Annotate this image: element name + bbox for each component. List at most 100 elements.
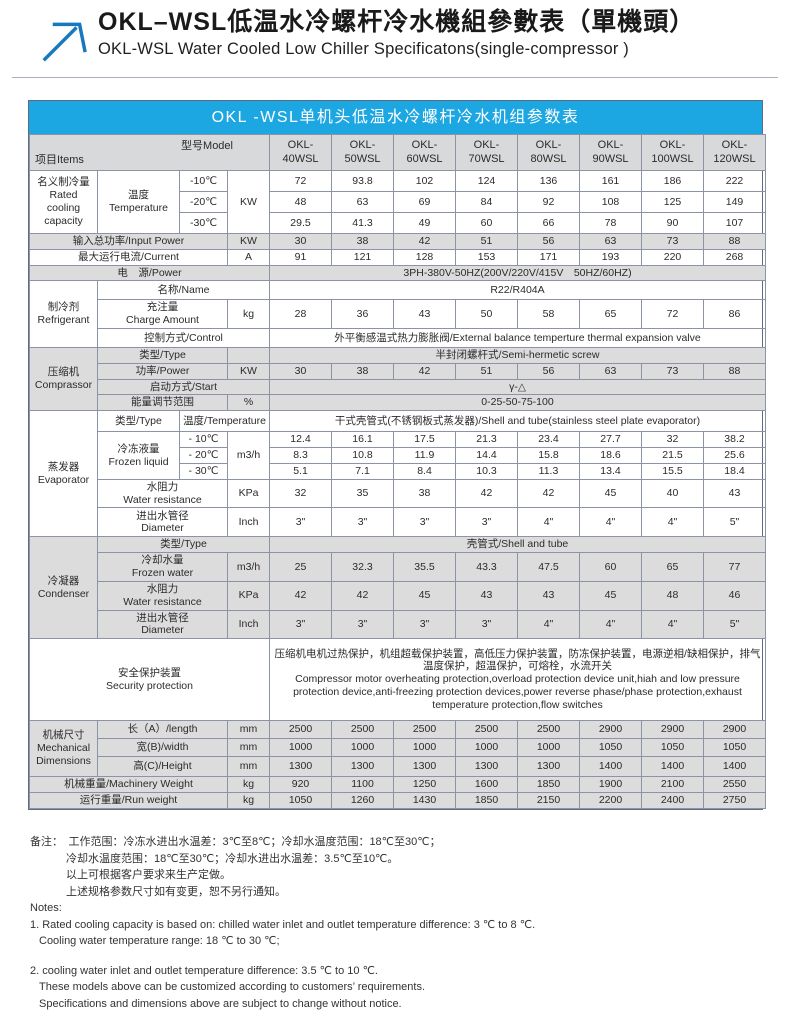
- energy-regulation-range-c0: 能量调节范围: [97, 394, 228, 412]
- rated-cooling-minus30-c4: 60: [455, 212, 518, 234]
- machinery-weight-c0: 机械重量/Machinery Weight: [29, 776, 228, 794]
- energy-regulation-range-c1: %: [227, 394, 270, 412]
- dimension-width-c7: 1050: [579, 738, 642, 758]
- evap-frozen-liquid-minus10-c4: 16.1: [331, 431, 394, 449]
- evap-water-resistance-c3: 35: [331, 478, 394, 509]
- evap-frozen-liquid-minus20-c4: 14.4: [455, 447, 518, 464]
- condenser-diameter-c6: 4": [517, 609, 580, 640]
- table-row-refrigerant-name: 制冷剂 Refrigerant 名称/Name R22/R404A: [29, 280, 766, 348]
- evap-frozen-liquid-minus10-c9: 32: [641, 431, 704, 449]
- power-supply-c0: 电 源/Power: [29, 264, 270, 282]
- input-power-c7: 63: [579, 233, 642, 250]
- run-weight-c5: 1850: [455, 792, 518, 810]
- condenser-diameter-c0: 进出水管径 Diameter: [97, 609, 228, 640]
- dimension-height-c3: 1300: [331, 756, 394, 778]
- condenser-frozen-water-c0: 冷却水量 Frozen water: [97, 552, 228, 582]
- dimension-height-c8: 1400: [641, 756, 704, 778]
- compressor-power-c1: KW: [227, 362, 270, 380]
- compressor-start-c1: γ-△: [269, 378, 766, 396]
- compressor-power-c7: 63: [579, 362, 642, 380]
- dimension-length-c1: 长（A）/length: [97, 720, 228, 740]
- evap-frozen-liquid-minus30-c0: - 30℃: [179, 462, 228, 480]
- dimension-height-c0: 高(C)/Height: [97, 756, 228, 778]
- evap-diameter-c4: 3": [393, 507, 456, 538]
- condenser-frozen-water-c1: m3/h: [227, 552, 270, 582]
- table-row-evap-frozen-liquid-minus20: - 20℃ 8.3 10.8 11.9 14.4 15.8 18.6 21.5 25.6: [30, 447, 766, 464]
- evaporator-type-c0: 蒸发器 Evaporator: [29, 410, 98, 538]
- max-current-c3: 121: [331, 248, 394, 266]
- compressor-type-c1: 类型/Type: [97, 346, 228, 364]
- evap-frozen-liquid-minus30-c4: 10.3: [455, 462, 518, 480]
- rated-cooling-minus20-c7: 125: [641, 191, 704, 213]
- dimension-length-c4: 2500: [331, 720, 394, 740]
- table-row-evap-water-resistance: 水阻力 Water resistance KPa 32 35 38 42 42 45 40 43: [30, 478, 766, 509]
- rated-cooling-minus10-c9: 161: [579, 170, 642, 192]
- input-power-c6: 56: [517, 233, 580, 250]
- condenser-water-resistance-c6: 43: [517, 580, 580, 611]
- table-row-compressor-type: 压缩机 Comprassor 类型/Type 半封闭螺杆式/Semi-hermeti…: [29, 346, 766, 412]
- table-header-row: 项目Items 型号Model OKL- 40WSL OKL- 50WSL OKL- 6…: [29, 134, 766, 171]
- security-protection-c0: 安全保护装置 Security protection: [29, 638, 270, 722]
- model-header-70wsl: OKL- 70WSL: [455, 134, 518, 171]
- model-header-40wsl: OKL- 40WSL: [269, 134, 332, 171]
- model-label: 型号Model: [181, 140, 233, 152]
- rated-cooling-minus30-c2: 41.3: [331, 212, 394, 234]
- evap-diameter-c1: Inch: [227, 507, 270, 538]
- run-weight-c3: 1260: [331, 792, 394, 810]
- input-power-c3: 38: [331, 233, 394, 250]
- page-title-cn: OKL–WSL低温水冷螺杆冷水機組參數表（單機頭）: [98, 8, 696, 36]
- page-title-en: OKL-WSL Water Cooled Low Chiller Specifi…: [98, 39, 629, 58]
- dimension-height-c1: mm: [227, 756, 270, 778]
- machinery-weight-c1: kg: [227, 776, 270, 794]
- compressor-type-c3: 半封闭螺杆式/Semi-hermetic screw: [269, 346, 766, 364]
- condenser-water-resistance-c1: KPa: [227, 580, 270, 611]
- dimension-width-c4: 1000: [393, 738, 456, 758]
- dimension-width-c8: 1050: [641, 738, 704, 758]
- evap-frozen-liquid-minus20-c3: 11.9: [393, 447, 456, 464]
- machinery-weight-c8: 2100: [641, 776, 704, 794]
- max-current-c6: 171: [517, 248, 580, 266]
- model-header-50wsl: OKL- 50WSL: [331, 134, 394, 171]
- compressor-power-c6: 56: [517, 362, 580, 380]
- dimension-length-c8: 2900: [579, 720, 642, 740]
- input-power-c5: 51: [455, 233, 518, 250]
- evap-frozen-liquid-minus10-c2: m3/h: [227, 431, 270, 480]
- refrigerant-charge-c9: 86: [703, 299, 766, 329]
- table-row-rated-cooling-minus20: -20℃ 48 63 69 84 92 108 125 149: [30, 191, 766, 213]
- run-weight-c6: 2150: [517, 792, 580, 810]
- run-weight-c0: 运行重量/Run weight: [29, 792, 228, 810]
- input-power-c4: 42: [393, 233, 456, 250]
- dimension-width-c9: 1050: [703, 738, 766, 758]
- dimension-width-c1: mm: [227, 738, 270, 758]
- note-line: Notes:: [30, 902, 62, 915]
- evap-water-resistance-c0: 水阻力 Water resistance: [97, 478, 228, 509]
- condenser-water-resistance-c4: 45: [393, 580, 456, 611]
- rated-cooling-minus30-c7: 90: [641, 212, 704, 234]
- table-banner: OKL -WSL单机头低温水冷螺杆冷水机组参数表: [29, 101, 762, 134]
- rated-cooling-minus10-c2: -10℃: [179, 170, 228, 192]
- evap-frozen-liquid-minus20-c7: 21.5: [641, 447, 704, 464]
- evap-frozen-liquid-minus30-c2: 7.1: [331, 462, 394, 480]
- rated-cooling-minus30-c1: 29.5: [269, 212, 332, 234]
- rated-cooling-minus10-c1: 温度 Temperature: [97, 170, 180, 234]
- evap-diameter-c6: 4": [517, 507, 580, 538]
- note-line: [30, 950, 780, 963]
- refrigerant-charge-c1: kg: [227, 299, 270, 329]
- condenser-type-c0: 冷凝器 Condenser: [29, 536, 98, 640]
- dimension-length-c9: 2900: [641, 720, 704, 740]
- machinery-weight-c7: 1900: [579, 776, 642, 794]
- refrigerant-name-c1: 名称/Name: [97, 280, 270, 301]
- table-row-rated-cooling-minus10: 名义制冷量 Rated cooling capacity 温度 Temperatu…: [29, 170, 766, 234]
- evap-diameter-c2: 3": [269, 507, 332, 538]
- dimension-width-c3: 1000: [331, 738, 394, 758]
- condenser-diameter-c8: 4": [641, 609, 704, 640]
- condenser-frozen-water-c6: 47.5: [517, 552, 580, 582]
- rated-cooling-minus20-c8: 149: [703, 191, 766, 213]
- rated-cooling-minus20-c3: 69: [393, 191, 456, 213]
- spec-table: 项目Items 型号Model OKL- 40WSL OKL- 50WSL OKL- 6…: [29, 134, 766, 810]
- rated-cooling-minus10-c0: 名义制冷量 Rated cooling capacity: [29, 170, 98, 234]
- rated-cooling-minus30-c6: 78: [579, 212, 642, 234]
- dimension-length-c3: 2500: [269, 720, 332, 740]
- table-row-refrigerant-control: 控制方式/Control 外平衡感温式热力膨胀阀/External balance…: [30, 327, 766, 348]
- condenser-water-resistance-c8: 48: [641, 580, 704, 611]
